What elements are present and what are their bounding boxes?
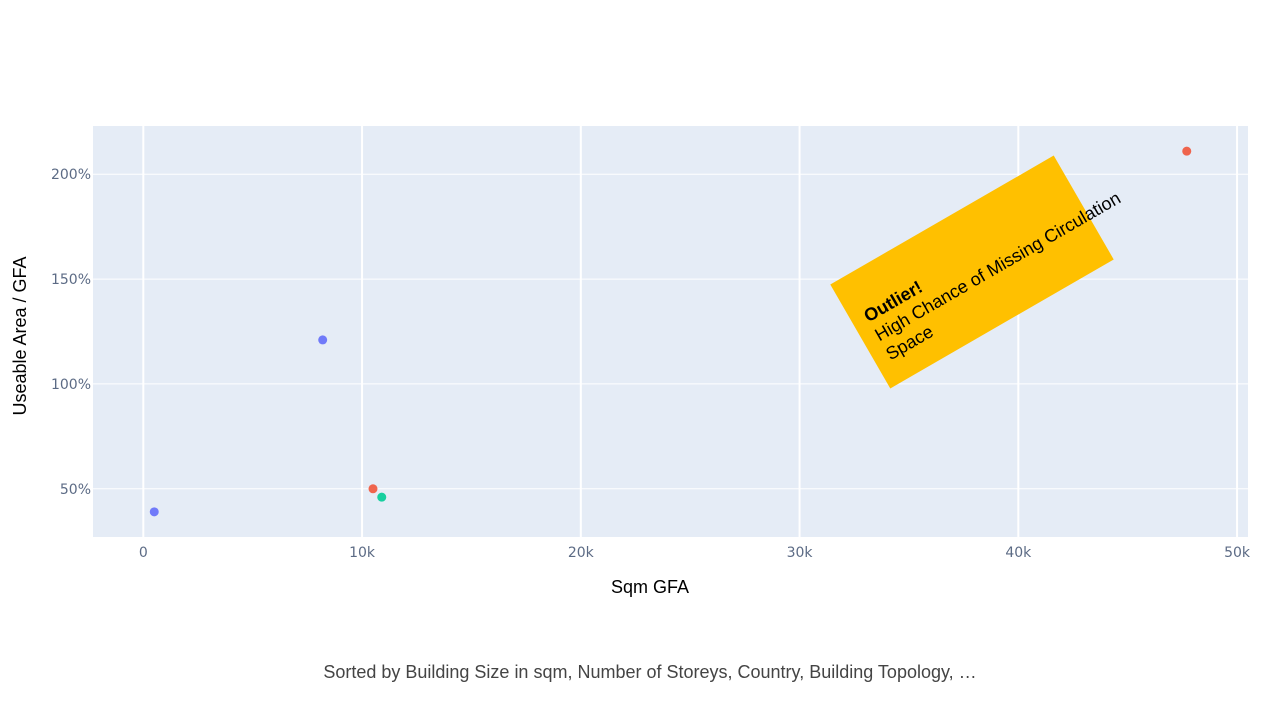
data-point[interactable] xyxy=(1182,146,1192,156)
plot-area xyxy=(93,126,1248,537)
x-tick-label: 10k xyxy=(349,545,376,561)
x-tick-label: 0 xyxy=(139,545,148,561)
y-tick-label: 150% xyxy=(51,272,91,288)
y-axis-title: Useable Area / GFA xyxy=(10,256,30,415)
data-points xyxy=(149,146,1192,517)
x-tick-label: 40k xyxy=(1005,545,1032,561)
x-axis-title: Sqm GFA xyxy=(611,577,689,597)
y-tick-label: 200% xyxy=(51,167,91,183)
y-tick-label: 50% xyxy=(60,482,91,498)
x-tick-label: 30k xyxy=(787,545,814,561)
y-tick-labels: 50% 100% 150% 200% xyxy=(51,167,91,498)
annotation-box xyxy=(830,155,1114,389)
footnote: Sorted by Building Size in sqm, Number o… xyxy=(323,662,976,682)
data-point[interactable] xyxy=(368,484,378,494)
y-tick-label: 100% xyxy=(51,377,91,393)
data-point[interactable] xyxy=(377,492,387,502)
x-tick-label: 50k xyxy=(1224,545,1251,561)
x-tick-labels: 0 10k 20k 30k 40k 50k xyxy=(139,545,1251,561)
data-point[interactable] xyxy=(149,507,159,517)
data-point[interactable] xyxy=(318,335,328,345)
x-tick-label: 20k xyxy=(568,545,595,561)
